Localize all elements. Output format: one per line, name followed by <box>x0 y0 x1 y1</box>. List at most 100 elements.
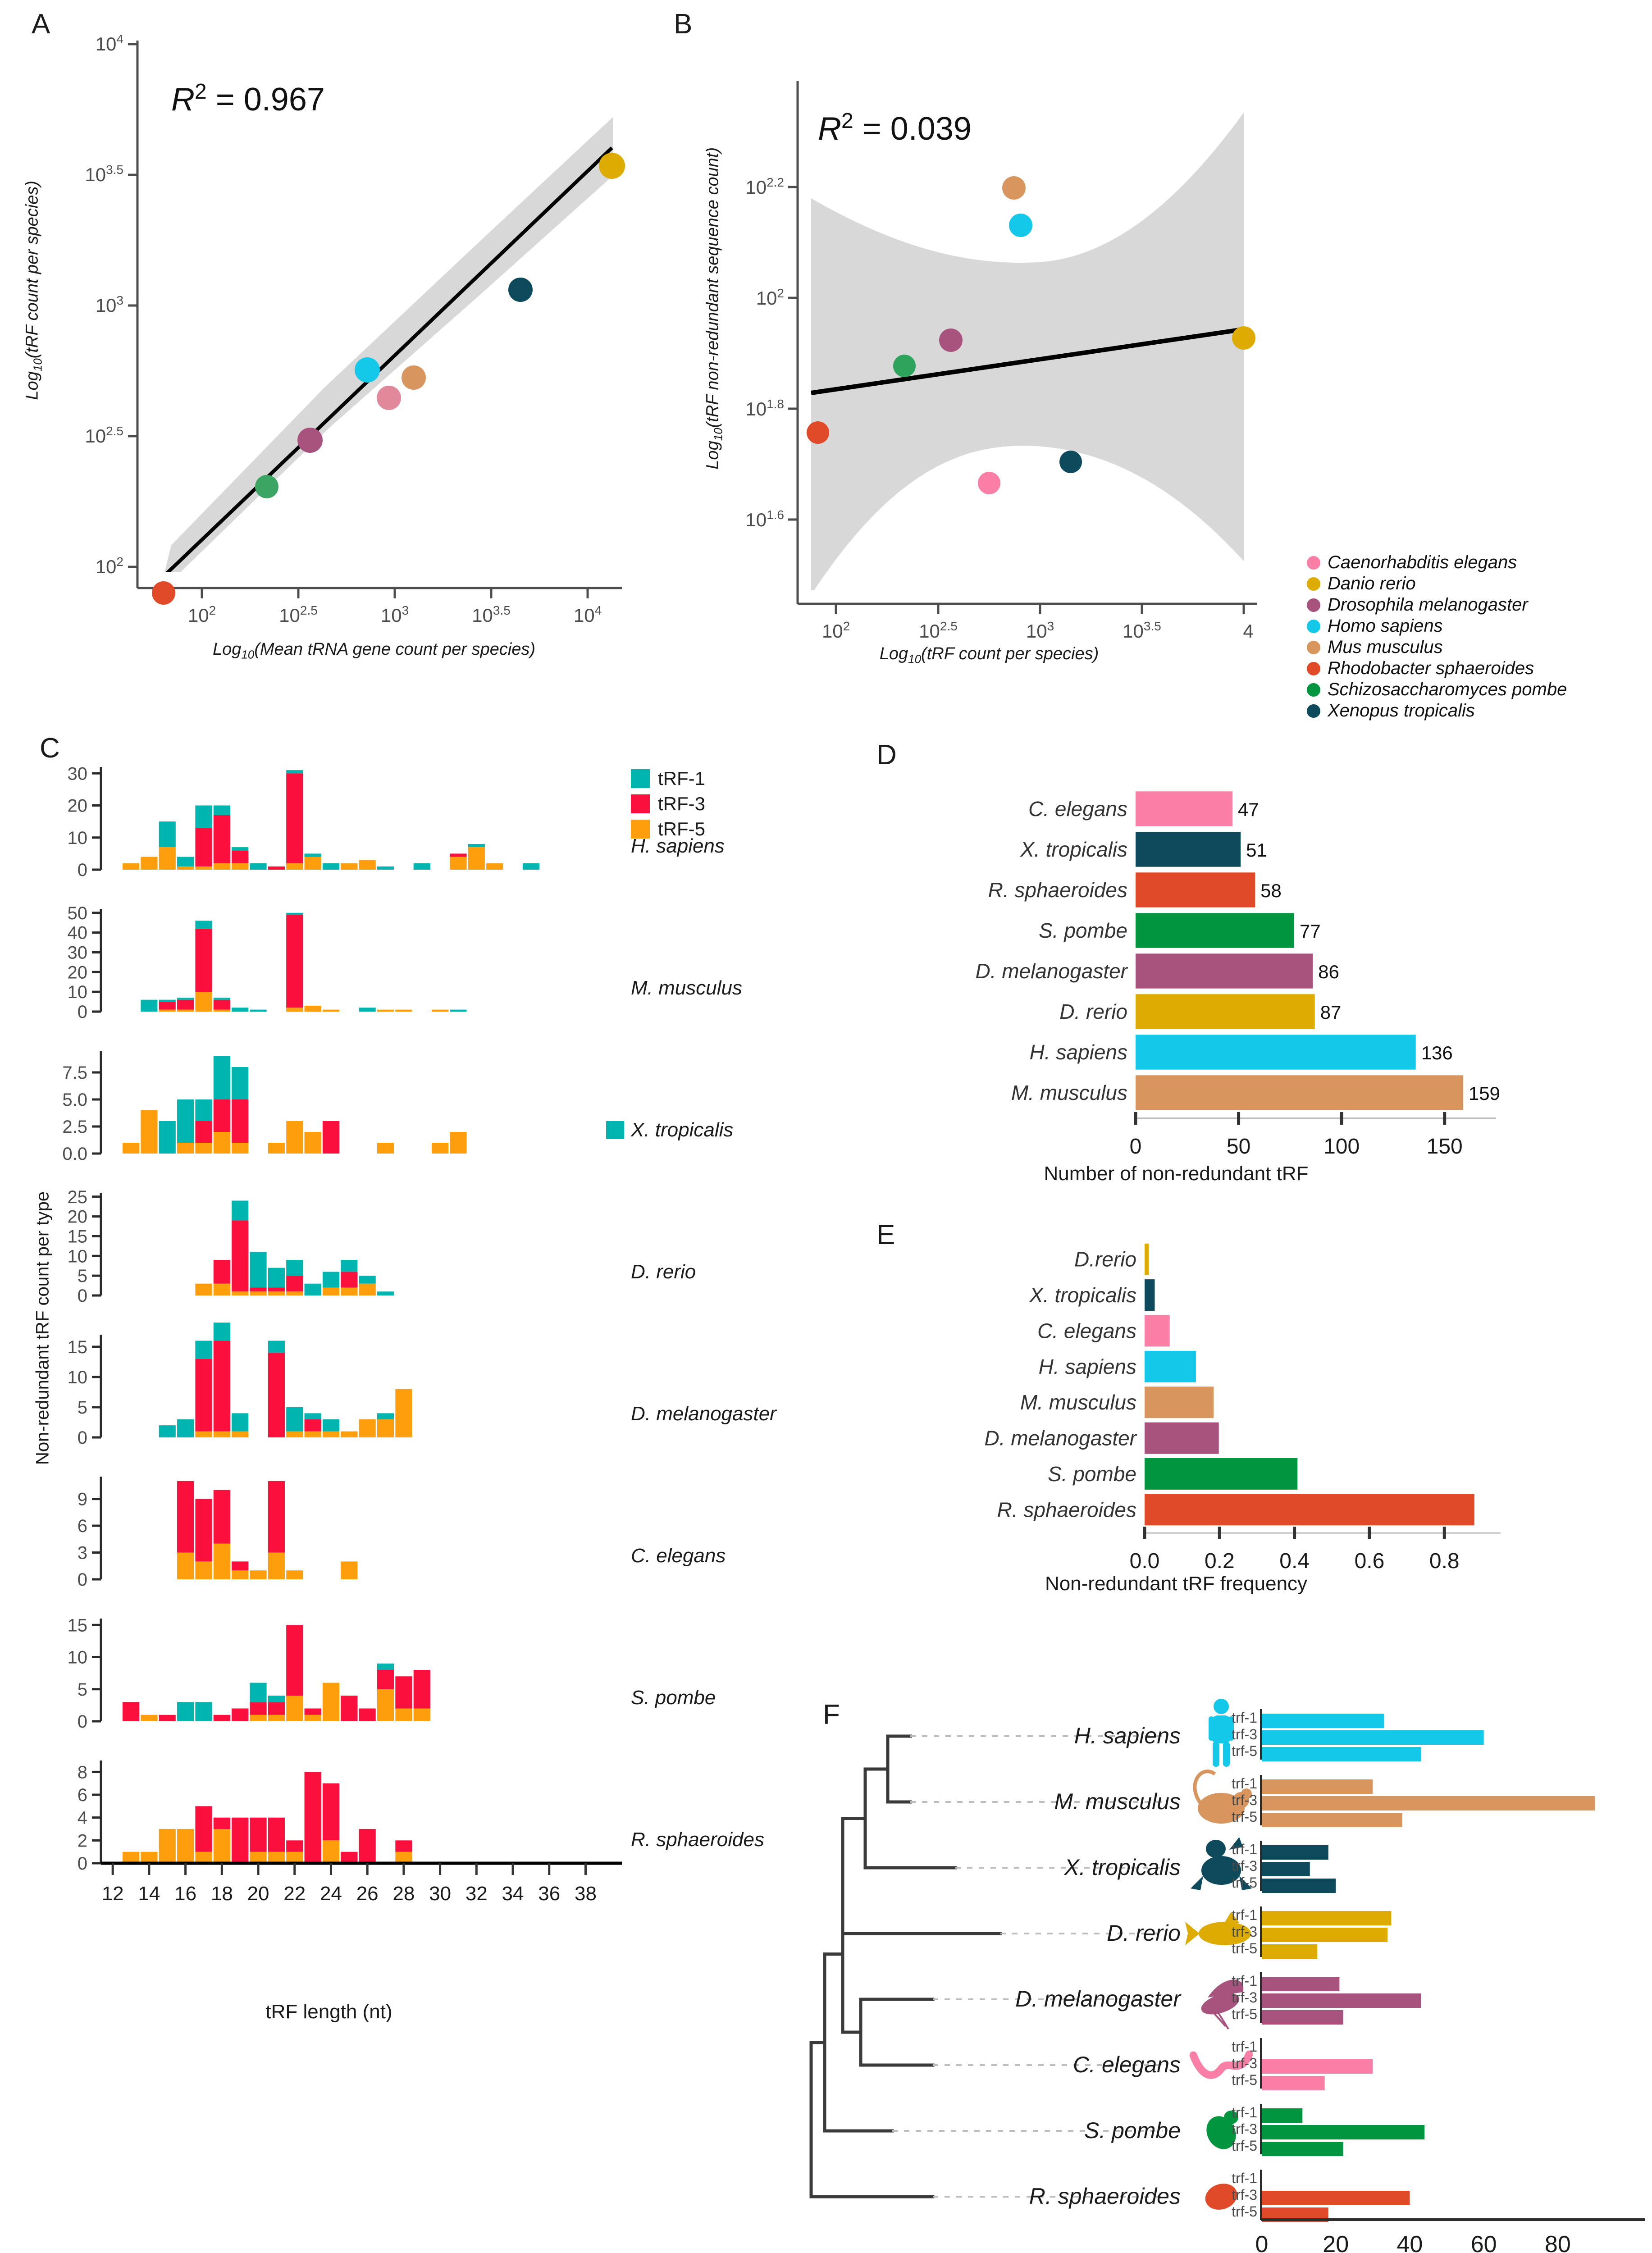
bar-trf5 <box>122 863 140 870</box>
bar-trf1 <box>177 857 194 867</box>
bar-trf1 <box>286 1260 303 1276</box>
bar-trf5 <box>304 1132 321 1154</box>
facet-x--tropicalis: 0.0 2.5 5.0 7.5 X. tropicalis <box>62 1051 733 1164</box>
bar-trf1 <box>1262 1911 1392 1925</box>
legend-label-trf5: tRF-5 <box>658 818 705 839</box>
bar-trf5 <box>304 1431 321 1437</box>
bar-value-label: 77 <box>1300 921 1321 942</box>
svg-text:trf-1: trf-1 <box>1232 1710 1257 1726</box>
legend-label-trf3: tRF-3 <box>658 793 705 814</box>
svg-text:101.6: 101.6 <box>745 508 784 530</box>
bar-trf1 <box>177 1419 194 1437</box>
legend-dot-r-sphaeroides <box>1307 661 1320 675</box>
bar-trf5 <box>250 1715 267 1721</box>
svg-text:trf-5: trf-5 <box>1232 2138 1257 2154</box>
bar-trf3 <box>341 1852 358 1863</box>
bar-value-label: 136 <box>1421 1042 1453 1063</box>
bar-trf3 <box>195 828 212 867</box>
legend-item-x-tropicalis[interactable]: Xenopus tropicalis <box>1307 700 1567 721</box>
bar-trf1 <box>304 1413 321 1419</box>
bar-trf1 <box>468 844 485 848</box>
legend-item-r-sphaeroides[interactable]: Rhodobacter sphaeroides <box>1307 658 1567 679</box>
svg-text:103.5: 103.5 <box>85 163 123 185</box>
bar-trf3 <box>177 1481 194 1553</box>
legend-label-trf1: tRF-1 <box>658 768 705 789</box>
bar-trf5 <box>304 1005 321 1012</box>
bar-trf5 <box>213 1009 230 1012</box>
panel-c-legend: tRF-1 tRF-3 tRF-5 <box>631 766 705 842</box>
panel-a-chart: 104 103.5 103 102.5 102 102 102.5 103 10… <box>85 32 625 626</box>
facet-h--sapiens: 0 10 20 30 H. sapiens <box>68 764 725 880</box>
bar-trf5 <box>177 1009 194 1012</box>
facet-species-label: M. musculus <box>631 977 742 999</box>
bar-d--melanogaster <box>1145 1422 1219 1454</box>
bar-trf5 <box>177 866 194 870</box>
legend-item-c-elegans[interactable]: Caenorhabditis elegans <box>1307 552 1567 573</box>
frog-icon <box>1191 1837 1252 1890</box>
bar-trf3 <box>322 1783 340 1841</box>
svg-text:80: 80 <box>1545 2231 1571 2253</box>
bar-category-label: S. pombe <box>1039 919 1127 942</box>
bar-r--sphaeroides <box>1145 1494 1474 1526</box>
bar-trf1 <box>1262 1977 1340 1991</box>
facet-species-label: C. elegans <box>631 1545 726 1567</box>
legend-label-d-rerio: Danio rerio <box>1328 574 1416 593</box>
bar-trf5 <box>177 1552 194 1579</box>
svg-text:15: 15 <box>68 1337 88 1357</box>
point-h-sapiens <box>355 357 380 383</box>
point-r-sphaeroides <box>807 421 829 444</box>
legend-item-m-musculus[interactable]: Mus musculus <box>1307 637 1567 658</box>
legend-item-d-rerio[interactable]: Danio rerio <box>1307 573 1567 594</box>
svg-text:20: 20 <box>247 1883 269 1905</box>
bar-trf5 <box>159 847 176 870</box>
bar-trf3 <box>1262 2059 1373 2074</box>
bar-trf5 <box>250 1852 267 1863</box>
legend-swatch-trf5 <box>631 820 650 839</box>
bar-trf5 <box>341 1431 358 1437</box>
bar-trf5 <box>250 1570 267 1579</box>
bar-trf1 <box>304 853 321 857</box>
legend-label-h-sapiens: Homo sapiens <box>1328 616 1443 636</box>
svg-text:103.5: 103.5 <box>472 603 511 626</box>
svg-text:22: 22 <box>283 1883 306 1905</box>
bar-m--musculus <box>1145 1386 1214 1418</box>
bar-trf1 <box>232 847 249 851</box>
legend-item-trf5[interactable]: tRF-5 <box>631 816 705 842</box>
bar-trf3 <box>159 1002 176 1010</box>
legend-item-d-melanogaster[interactable]: Drosophila melanogaster <box>1307 594 1567 616</box>
bar-trf3 <box>450 853 467 857</box>
legend-item-trf1[interactable]: tRF-1 <box>631 766 705 791</box>
bar-trf5 <box>213 1431 230 1437</box>
svg-text:trf-5: trf-5 <box>1232 1809 1257 1825</box>
legend-item-s-pombe[interactable]: Schizosaccharomyces pombe <box>1307 679 1567 700</box>
bar-trf1 <box>250 863 267 870</box>
svg-text:5: 5 <box>78 1398 87 1418</box>
bar-trf3 <box>213 999 230 1010</box>
legend-item-h-sapiens[interactable]: Homo sapiens <box>1307 616 1567 637</box>
bar-category-label: H. sapiens <box>1030 1040 1127 1064</box>
svg-text:25: 25 <box>68 1187 88 1207</box>
bar-trf5 <box>232 1143 249 1154</box>
bar-trf5 <box>213 1543 230 1579</box>
bar-trf3 <box>341 1272 358 1288</box>
svg-text:trf-3: trf-3 <box>1232 1792 1257 1808</box>
bar-trf5 <box>432 1143 449 1154</box>
bar-category-label: X. tropicalis <box>1029 1283 1136 1307</box>
legend-item-trf3[interactable]: tRF-3 <box>631 791 705 816</box>
bar-trf5 <box>286 1570 303 1579</box>
bar-trf5 <box>122 1852 140 1863</box>
svg-text:trf-5: trf-5 <box>1232 1874 1257 1891</box>
svg-text:trf-1: trf-1 <box>1232 1907 1257 1923</box>
bar-trf5 <box>195 1852 212 1863</box>
bar-category-label: D. melanogaster <box>976 959 1128 983</box>
bar-trf3 <box>232 1099 249 1143</box>
bar-trf5 <box>195 1561 212 1579</box>
legend-dot-c-elegans <box>1307 556 1320 570</box>
svg-text:103: 103 <box>1026 619 1054 642</box>
panel-e-x-axis-title: Non-redundant tRF frequency <box>982 1573 1370 1595</box>
bar-trf5 <box>450 1132 467 1154</box>
